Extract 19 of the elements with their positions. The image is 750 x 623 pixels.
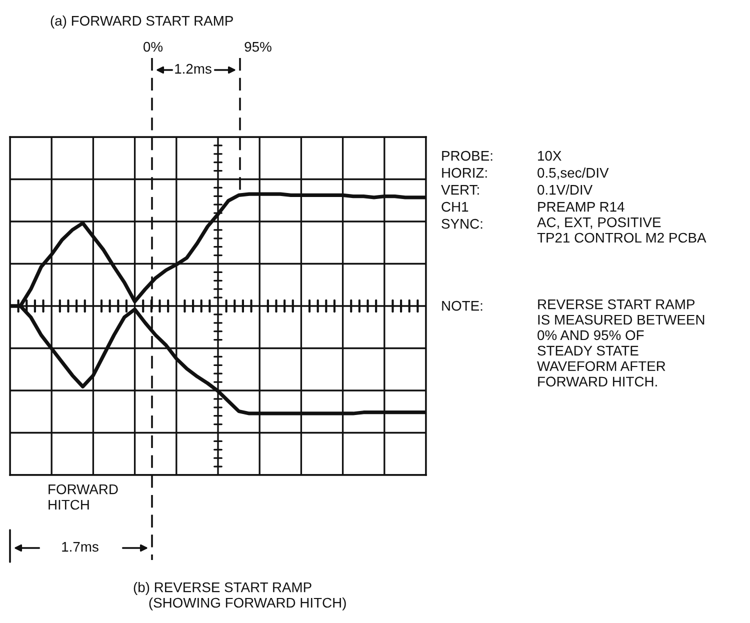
text: AC, EXT, POSITIVE TP21 CONTROL M2 PCBA [537,217,706,243]
text: PROBE: [442,150,492,161]
text: (a) FORWARD START RAMP [50,16,233,28]
text: 0.5,sec/DIV [538,168,609,180]
text: 1.2ms [175,64,212,74]
text: NOTE: [442,300,482,311]
text: 10X [538,150,562,161]
text: HORIZ: [442,168,487,178]
text: 1.7ms [62,542,98,552]
text: FORWARD HITCH [48,484,118,510]
text: REVERSE START RAMP IS MEASURED BETWEEN 0% AND 95% OF STEADY STATE WAVEFORM AFTER FORWARD HITCH. [537,299,704,387]
text: VERT: [441,185,479,195]
text: SYNC: [442,218,482,229]
text: (b) REVERSE START RAMP (SHOWING FORWARD HITCH) [134,582,346,610]
text: 0.1V/DIV [538,184,593,195]
text: CH1 [442,202,468,212]
text: 95% [244,42,272,52]
text: 0% [144,42,163,52]
text: PREAMP R14 [538,202,624,212]
